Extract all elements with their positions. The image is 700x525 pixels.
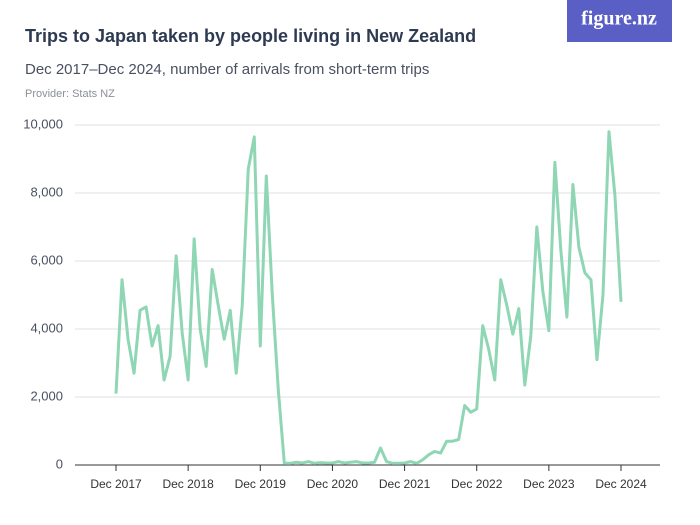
y-tick-label: 0 [56,456,63,471]
x-tick-label: Dec 2019 [235,477,287,491]
logo-box[interactable] [567,0,672,42]
logo[interactable]: figure.nz [581,8,657,30]
provider: Provider: Stats NZ [25,88,115,100]
x-tick-label: Dec 2021 [379,477,431,491]
y-tick-label: 6,000 [30,252,63,267]
line [114,130,623,465]
y-tick-label: 4,000 [30,320,63,335]
chart-title: Trips to Japan taken by people living in… [25,26,476,46]
x-tick-label: Dec 2023 [523,477,575,491]
x-tick-label: Dec 2024 [595,477,647,491]
x-tick-label: Dec 2020 [307,477,359,491]
y-tick-label: 8,000 [30,184,63,199]
chart-subtitle: Dec 2017–Dec 2024, number of arrivals fr… [25,61,429,78]
x-tick-label: Dec 2022 [451,477,503,491]
x-tick-label: Dec 2018 [162,477,214,491]
x-tick-label: Dec 2017 [90,477,142,491]
y-tick-label: 2,000 [30,388,63,403]
y-tick-label: 10,000 [23,116,63,131]
